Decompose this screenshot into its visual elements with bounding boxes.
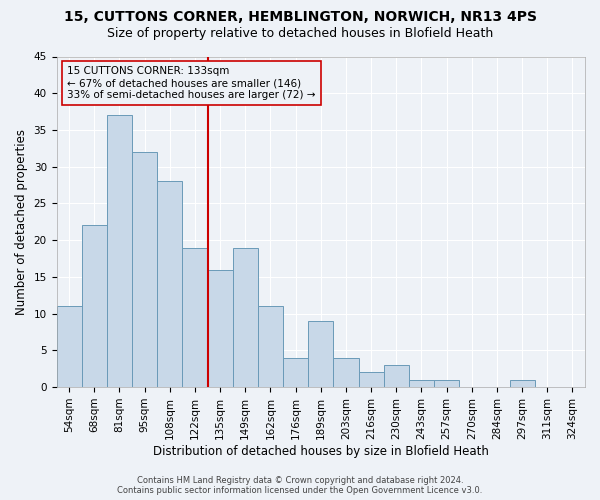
Bar: [82, 226, 107, 387]
Text: 15, CUTTONS CORNER, HEMBLINGTON, NORWICH, NR13 4PS: 15, CUTTONS CORNER, HEMBLINGTON, NORWICH…: [64, 10, 536, 24]
Bar: [308, 321, 334, 387]
Bar: [383, 365, 409, 387]
Bar: [359, 372, 383, 387]
Bar: [107, 116, 132, 387]
Bar: [208, 270, 233, 387]
Bar: [132, 152, 157, 387]
Y-axis label: Number of detached properties: Number of detached properties: [15, 129, 28, 315]
Text: Size of property relative to detached houses in Blofield Heath: Size of property relative to detached ho…: [107, 28, 493, 40]
Bar: [258, 306, 283, 387]
X-axis label: Distribution of detached houses by size in Blofield Heath: Distribution of detached houses by size …: [153, 444, 489, 458]
Bar: [283, 358, 308, 387]
Bar: [157, 182, 182, 387]
Text: Contains HM Land Registry data © Crown copyright and database right 2024.
Contai: Contains HM Land Registry data © Crown c…: [118, 476, 482, 495]
Bar: [334, 358, 359, 387]
Text: 15 CUTTONS CORNER: 133sqm
← 67% of detached houses are smaller (146)
33% of semi: 15 CUTTONS CORNER: 133sqm ← 67% of detac…: [67, 66, 316, 100]
Bar: [434, 380, 459, 387]
Bar: [233, 248, 258, 387]
Bar: [409, 380, 434, 387]
Bar: [182, 248, 208, 387]
Bar: [509, 380, 535, 387]
Bar: [56, 306, 82, 387]
